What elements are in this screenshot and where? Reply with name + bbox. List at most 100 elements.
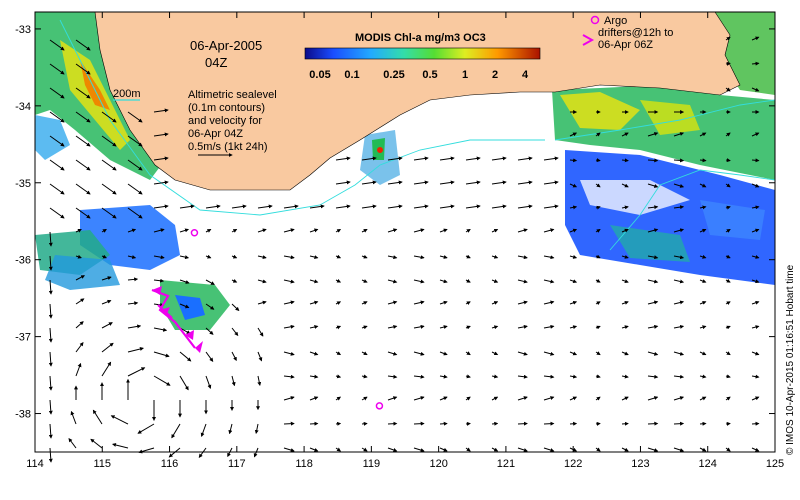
velocity-arrow <box>205 303 215 310</box>
velocity-arrow <box>205 204 221 209</box>
velocity-arrow <box>621 254 629 259</box>
velocity-arrow <box>725 87 731 92</box>
velocity-arrow <box>335 374 342 379</box>
velocity-vectors <box>48 36 760 463</box>
velocity-arrow <box>127 135 143 147</box>
velocity-arrow <box>153 132 169 137</box>
velocity-arrow <box>153 375 171 386</box>
velocity-arrow <box>647 324 659 329</box>
velocity-arrow <box>49 183 65 195</box>
velocity-arrow <box>49 39 65 51</box>
velocity-arrow <box>127 301 139 306</box>
velocity-arrow <box>569 396 578 401</box>
velocity-arrow <box>127 255 137 259</box>
velocity-arrow <box>361 301 368 305</box>
australia-land <box>94 11 741 191</box>
velocity-arrow <box>517 156 533 161</box>
velocity-arrow <box>413 300 425 305</box>
velocity-legend: Altimetric sealevel (0.1m contours) and … <box>188 89 277 157</box>
velocity-arrow <box>361 351 368 356</box>
velocity-arrow <box>673 255 685 260</box>
velocity-arrow <box>569 279 578 284</box>
velocity-arrow <box>595 396 601 401</box>
lat-tick-label: -34 <box>15 101 31 113</box>
lat-tick-label: -38 <box>15 409 31 421</box>
velocity-arrow <box>387 447 398 452</box>
velocity-arrow <box>257 351 263 362</box>
isobath-label: 200m <box>113 88 141 100</box>
velocity-arrow <box>48 399 53 415</box>
velocity-arrow <box>75 207 91 219</box>
velocity-arrow <box>309 228 319 233</box>
velocity-arrow <box>517 300 528 305</box>
legend-line-5: 0.5m/s (1kt 24h) <box>188 141 267 153</box>
velocity-arrow <box>699 183 707 188</box>
lon-tick-label: 116 <box>161 458 179 470</box>
velocity-arrow <box>439 180 455 185</box>
velocity-arrow <box>465 374 471 379</box>
velocity-arrow <box>595 183 601 188</box>
velocity-arrow <box>127 159 143 171</box>
velocity-arrow <box>517 447 528 452</box>
velocity-arrow <box>413 279 425 284</box>
velocity-arrow <box>673 158 685 163</box>
velocity-arrow <box>647 158 659 163</box>
velocity-arrow <box>335 301 342 305</box>
velocity-arrow <box>387 300 398 305</box>
velocity-arrow <box>751 36 760 41</box>
velocity-arrow <box>569 183 578 188</box>
velocity-arrow <box>283 255 295 260</box>
velocity-arrow <box>127 324 142 329</box>
velocity-arrow <box>543 396 555 401</box>
velocity-arrow <box>361 447 368 452</box>
velocity-arrow <box>465 204 481 209</box>
velocity-arrow <box>699 254 707 259</box>
velocity-arrow <box>335 447 341 452</box>
velocity-arrow <box>413 180 429 185</box>
velocity-arrow <box>673 183 685 188</box>
velocity-arrow <box>205 327 214 335</box>
velocity-arrow <box>171 423 181 439</box>
velocity-arrow <box>517 279 528 284</box>
velocity-arrow <box>75 111 91 123</box>
velocity-arrow <box>75 159 91 171</box>
date-line1: 06-Apr-2005 <box>190 38 262 53</box>
velocity-arrow <box>621 132 629 137</box>
legend-line-3: and velocity for <box>188 115 262 127</box>
velocity-arrow <box>387 255 398 260</box>
velocity-arrow <box>647 279 659 284</box>
velocity-arrow <box>335 254 342 259</box>
lat-tick-label: -35 <box>15 178 31 190</box>
velocity-arrow <box>387 351 398 356</box>
velocity-arrow <box>101 183 117 195</box>
velocity-arrow <box>517 374 528 379</box>
velocity-arrow <box>647 351 659 356</box>
velocity-arrow <box>439 374 448 379</box>
velocity-arrow <box>179 204 195 209</box>
velocity-arrow <box>725 61 731 66</box>
velocity-arrow <box>725 158 731 163</box>
velocity-arrow <box>647 447 659 452</box>
velocity-arrow <box>75 298 85 305</box>
velocity-arrow <box>309 447 319 452</box>
velocity-arrow <box>595 205 601 210</box>
velocity-arrow <box>751 374 760 379</box>
legend-line-2: (0.1m contours) <box>188 102 265 114</box>
velocity-arrow <box>205 254 212 259</box>
velocity-arrow <box>413 255 425 260</box>
velocity-arrow <box>725 183 731 188</box>
velocity-arrow <box>205 351 214 362</box>
velocity-arrow <box>75 275 86 281</box>
velocity-arrow <box>465 180 481 185</box>
velocity-arrow <box>361 204 377 209</box>
velocity-arrow <box>517 255 528 260</box>
velocity-arrow <box>257 327 264 337</box>
velocity-arrow <box>48 279 53 295</box>
velocity-arrow <box>127 367 146 377</box>
velocity-arrow <box>48 255 53 271</box>
velocity-arrow <box>231 375 236 387</box>
velocity-arrow <box>465 301 471 306</box>
velocity-arrow <box>699 205 707 210</box>
velocity-arrow <box>543 324 555 329</box>
velocity-arrow <box>48 231 53 247</box>
